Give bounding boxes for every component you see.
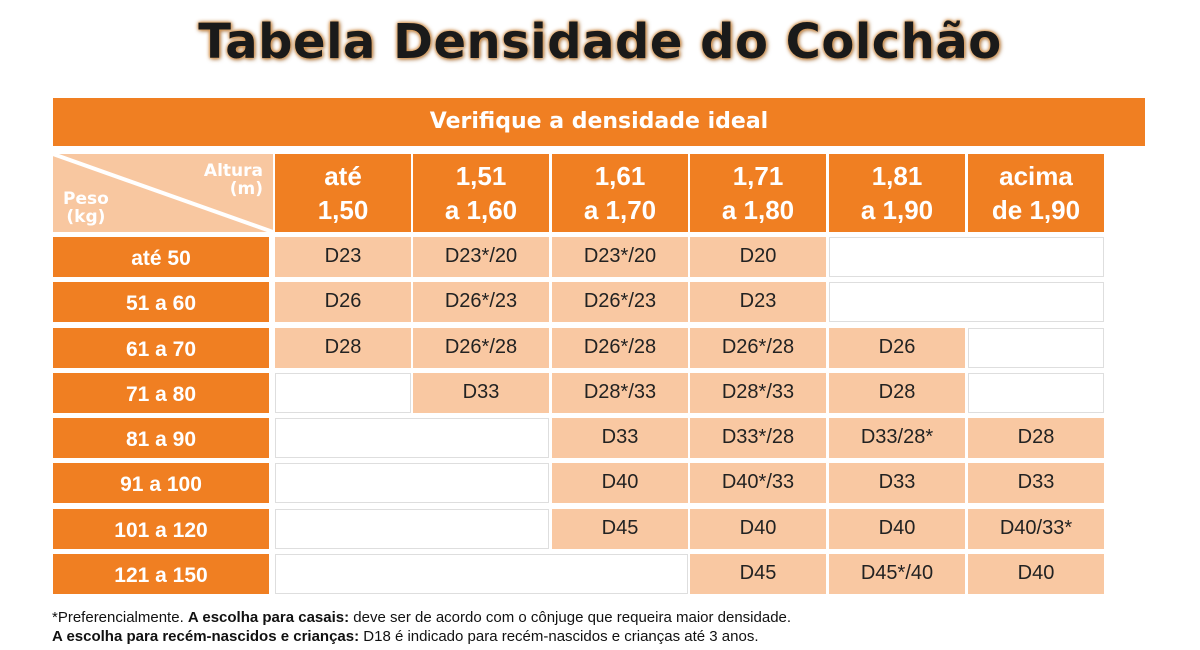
density-cell: D40 [968,554,1104,594]
empty-cell [968,373,1104,413]
density-cell: D33*/28 [690,418,826,458]
density-cell: D23*/20 [413,237,549,277]
density-cell: D28 [275,328,411,368]
column-header: 1,81 a 1,90 [829,154,965,232]
density-cell: D40/33* [968,509,1104,549]
density-cell: D28*/33 [690,373,826,413]
footnote-bold: A escolha para casais: [187,609,350,626]
page-title: Tabela Densidade do Colchão [198,14,1002,70]
column-header-line2: a 1,90 [860,195,934,225]
density-cell: D40 [690,509,826,549]
density-cell: D40 [829,509,965,549]
row-header: até 50 [53,237,269,277]
density-cell: D45*/40 [829,554,965,594]
column-header: até 1,50 [275,154,411,232]
density-cell: D28 [829,373,965,413]
empty-cell [275,418,549,458]
footnote-text: *Preferencialmente. [52,609,188,626]
row-header: 81 a 90 [53,418,269,458]
peso-unit: (kg) [66,207,106,227]
footnote-text: D18 é indicado para recém-nascidos e cri… [359,628,759,645]
density-cell: D23 [690,282,826,322]
row-header: 121 a 150 [53,554,269,594]
altura-text: Altura [203,161,263,181]
column-header-line1: 1,61 [594,161,646,191]
density-cell: D26*/28 [413,328,549,368]
density-cell: D26*/23 [413,282,549,322]
empty-cell [829,282,1104,322]
density-cell: D20 [690,237,826,277]
column-header: 1,71 a 1,80 [690,154,826,232]
empty-cell [968,328,1104,368]
footnote-text: deve ser de acordo com o cônjuge que req… [349,609,792,626]
column-header: 1,51 a 1,60 [413,154,549,232]
corner-header: Altura (m) Peso (kg) [53,154,273,232]
density-cell: D33/28* [829,418,965,458]
density-cell: D23 [275,237,411,277]
column-header-line1: até [324,161,362,191]
column-header-line1: 1,71 [732,161,784,191]
column-header-line2: a 1,60 [444,195,518,225]
empty-cell [829,237,1104,277]
diagonal-divider [53,154,273,232]
density-cell: D33 [552,418,688,458]
column-header-line1: 1,81 [871,161,923,191]
density-cell: D40*/33 [690,463,826,503]
footnote-bold: A escolha para recém-nascidos e crianças… [52,628,360,645]
column-header-line1: acima [999,161,1073,191]
row-header: 91 a 100 [53,463,269,503]
row-header: 101 a 120 [53,509,269,549]
density-cell: D45 [552,509,688,549]
peso-label: Peso (kg) [63,190,109,226]
table-banner: Verifique a densidade ideal [53,98,1145,146]
column-header-line2: 1,50 [317,195,369,225]
empty-cell [275,554,688,594]
footnote-line-2: A escolha para recém-nascidos e crianças… [52,628,759,645]
row-header: 51 a 60 [53,282,269,322]
column-header-line2: a 1,70 [583,195,657,225]
row-header: 71 a 80 [53,373,269,413]
density-cell: D40 [552,463,688,503]
density-cell: D23*/20 [552,237,688,277]
column-header-line1: 1,51 [455,161,507,191]
empty-cell [275,373,411,413]
density-cell: D26 [829,328,965,368]
density-cell: D26 [275,282,411,322]
density-cell: D28 [968,418,1104,458]
density-cell: D33 [413,373,549,413]
density-cell: D26*/23 [552,282,688,322]
empty-cell [275,509,549,549]
density-cell: D45 [690,554,826,594]
altura-unit: (m) [229,179,263,199]
column-header: acima de 1,90 [968,154,1104,232]
density-cell: D33 [968,463,1104,503]
density-cell: D26*/28 [552,328,688,368]
row-header: 61 a 70 [53,328,269,368]
column-header-line2: a 1,80 [721,195,795,225]
peso-text: Peso [63,189,109,209]
column-header: 1,61 a 1,70 [552,154,688,232]
density-cell: D28*/33 [552,373,688,413]
empty-cell [275,463,549,503]
footnote-line-1: *Preferencialmente. A escolha para casai… [52,609,791,626]
density-cell: D26*/28 [690,328,826,368]
density-cell: D33 [829,463,965,503]
altura-label: Altura (m) [204,162,263,198]
column-header-line2: de 1,90 [991,195,1081,225]
